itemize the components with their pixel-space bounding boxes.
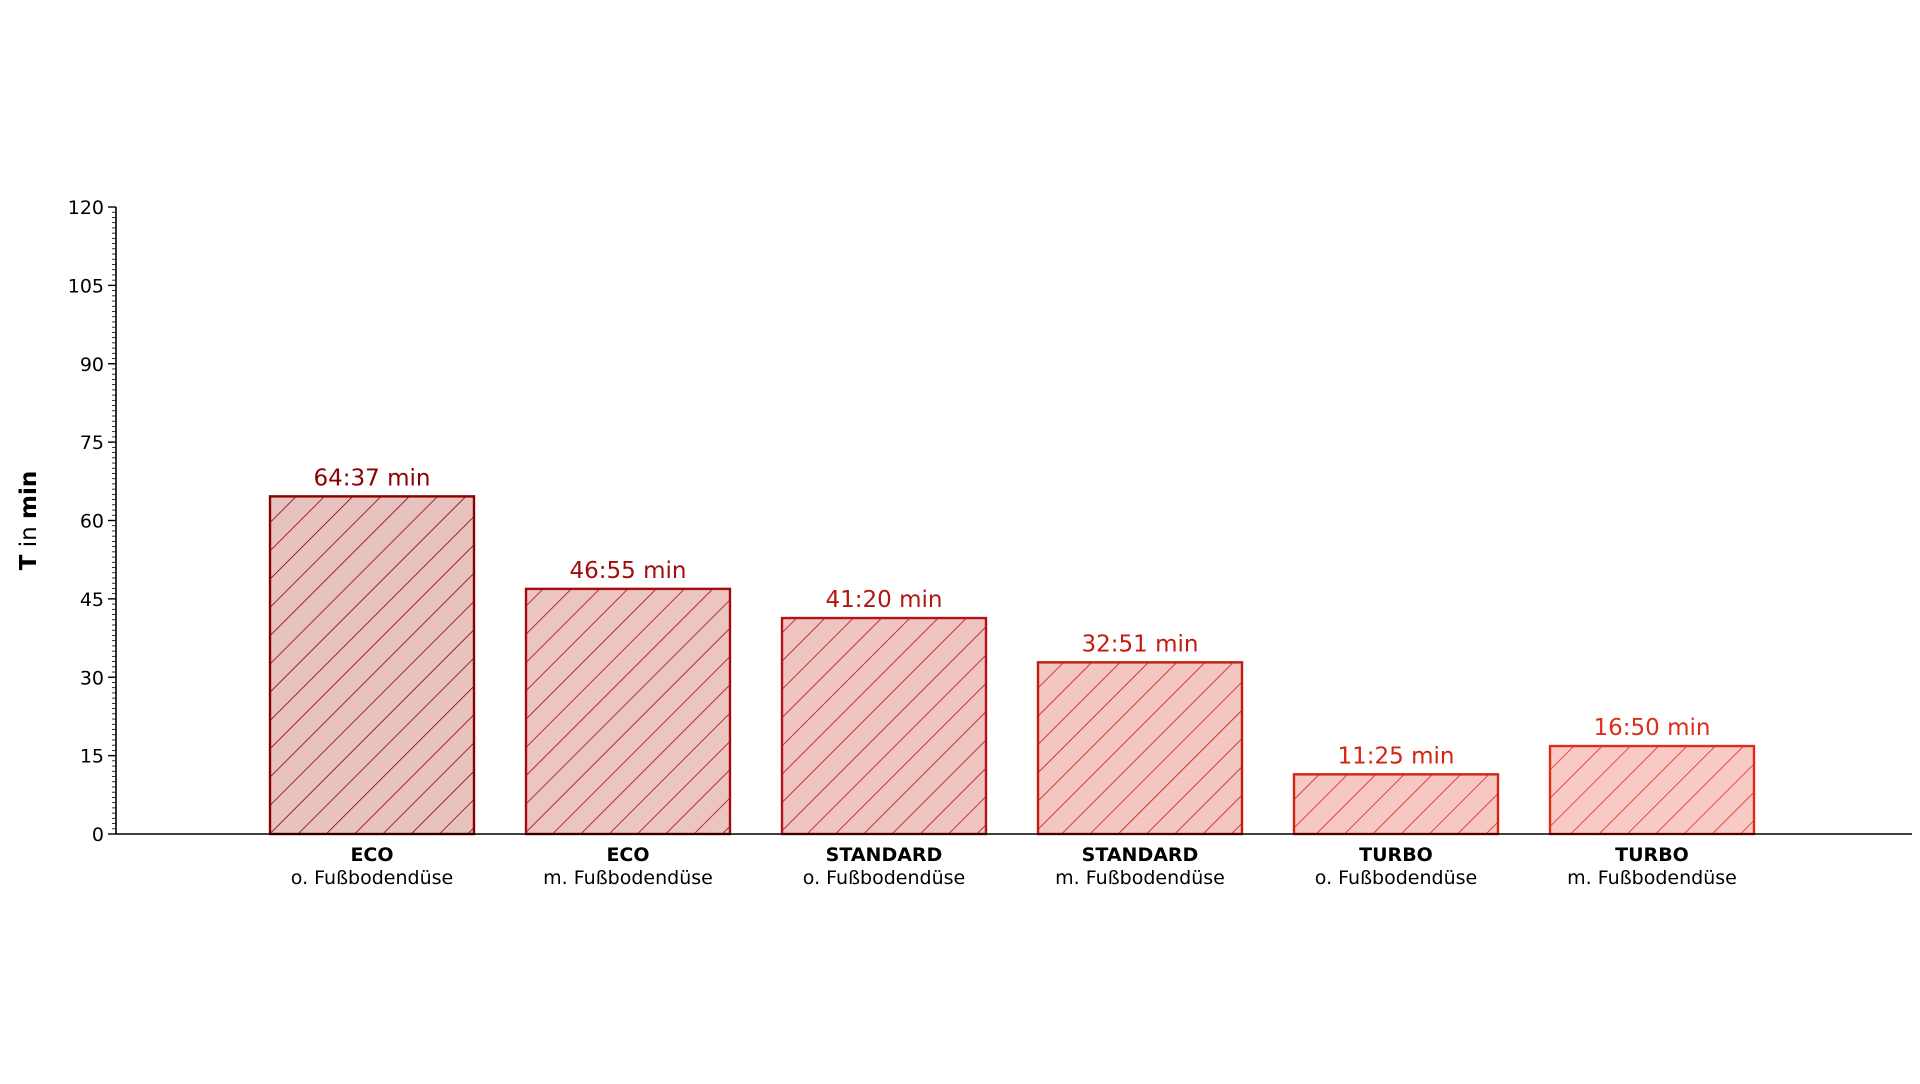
- bar-value-label: 41:20 min: [826, 587, 943, 613]
- x-tick-label-sub: m. Fußbodendüse: [543, 867, 713, 889]
- x-tick-label-sub: m. Fußbodendüse: [1567, 867, 1737, 889]
- bar-2: [524, 587, 732, 836]
- y-tick-label: 75: [80, 432, 104, 454]
- bar-value-label: 64:37 min: [314, 465, 431, 491]
- x-tick-label-mode: STANDARD: [1082, 844, 1199, 866]
- x-tick-label-mode: ECO: [350, 844, 393, 866]
- y-tick-label: 30: [80, 667, 104, 689]
- x-tick-label-mode: TURBO: [1615, 844, 1689, 866]
- x-tick-label-sub: o. Fußbodendüse: [803, 867, 965, 889]
- x-tick-label-sub: o. Fußbodendüse: [1315, 867, 1477, 889]
- y-tick-label: 15: [80, 746, 104, 768]
- x-tick-label-mode: ECO: [606, 844, 649, 866]
- y-tick-label: 105: [68, 275, 104, 297]
- y-tick-label: 60: [80, 511, 104, 533]
- bar-value-label: 46:55 min: [570, 558, 687, 584]
- y-tick-label: 120: [68, 197, 104, 219]
- y-axis-title: T in min: [16, 471, 42, 571]
- bar-4: [1036, 661, 1244, 836]
- bar-3: [780, 616, 988, 836]
- bar-5: [1292, 773, 1500, 836]
- y-tick-label: 45: [80, 589, 104, 611]
- y-tick-label: 90: [80, 354, 104, 376]
- bar-value-label: 16:50 min: [1594, 715, 1711, 741]
- y-tick-label: 0: [92, 824, 104, 846]
- x-tick-label-mode: STANDARD: [826, 844, 943, 866]
- bar-value-label: 32:51 min: [1082, 631, 1199, 657]
- x-tick-label-sub: m. Fußbodendüse: [1055, 867, 1225, 889]
- x-tick-label-sub: o. Fußbodendüse: [291, 867, 453, 889]
- bar-value-label: 11:25 min: [1338, 743, 1455, 769]
- bar-1: [268, 495, 476, 836]
- bar-6: [1548, 744, 1756, 836]
- x-tick-label-mode: TURBO: [1359, 844, 1433, 866]
